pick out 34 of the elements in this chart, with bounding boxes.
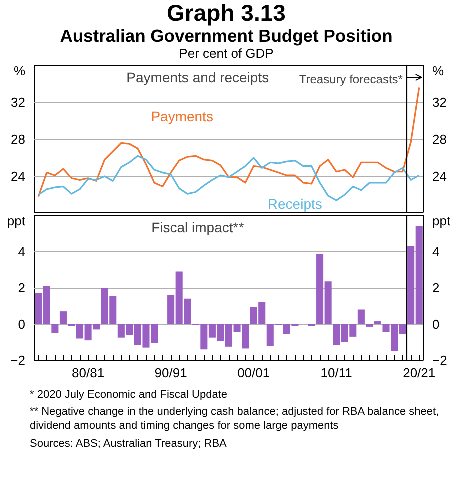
chart-title: Graph 3.13: [166, 0, 287, 26]
annotation: Payments and receipts: [126, 69, 270, 86]
y2-tick-label: 2: [432, 280, 440, 296]
y-tick-label: 0: [18, 316, 26, 332]
x-tick-label: 10/11: [320, 365, 352, 380]
y-tick-label: 24: [11, 168, 26, 184]
x-tick-label: 00/01: [238, 365, 270, 380]
y2-tick-label: 24: [432, 168, 447, 184]
y-tick-label: 28: [11, 132, 26, 147]
y2-axis-title: %: [432, 63, 444, 78]
y2-axis-title: ppt: [432, 213, 451, 228]
source-note: Sources: ABS; Australian Treasury; RBA: [30, 438, 228, 452]
y-tick-label: −2: [10, 352, 26, 368]
y-tick-label: 32: [11, 94, 26, 110]
text: * 2020 July Economic and Fiscal Update: [30, 388, 228, 402]
text: ** Negative change in the underlying cash balance; adjusted for RBA balance sheet, dividend amounts and timing changes for some large payments: [30, 406, 440, 434]
y2-tick-label: 32: [432, 94, 447, 110]
x-tick-label: 90/91: [154, 365, 188, 380]
y-axis-title: %: [14, 63, 26, 78]
y-tick-label: 2: [18, 280, 26, 296]
series-label: Receipts: [268, 196, 322, 212]
series-label: Payments: [151, 108, 214, 124]
x-tick-label: 80/81: [72, 365, 105, 380]
y-axis-title: ppt: [7, 213, 26, 228]
y2-tick-label: −2: [432, 352, 448, 368]
y2-tick-label: 0: [432, 316, 440, 332]
y2-tick-label: 28: [432, 132, 447, 147]
y-tick-label: 4: [18, 244, 26, 259]
y2-tick-label: 4: [432, 244, 440, 259]
chart-subtitle: Australian Government Budget Position: [59, 26, 394, 47]
text: Per cent of GDP: [178, 46, 274, 62]
annotation: Treasury forecasts*: [299, 72, 404, 86]
x-tick-label: 20/21: [403, 365, 436, 380]
chart-title: Fiscal impact**: [152, 219, 245, 236]
